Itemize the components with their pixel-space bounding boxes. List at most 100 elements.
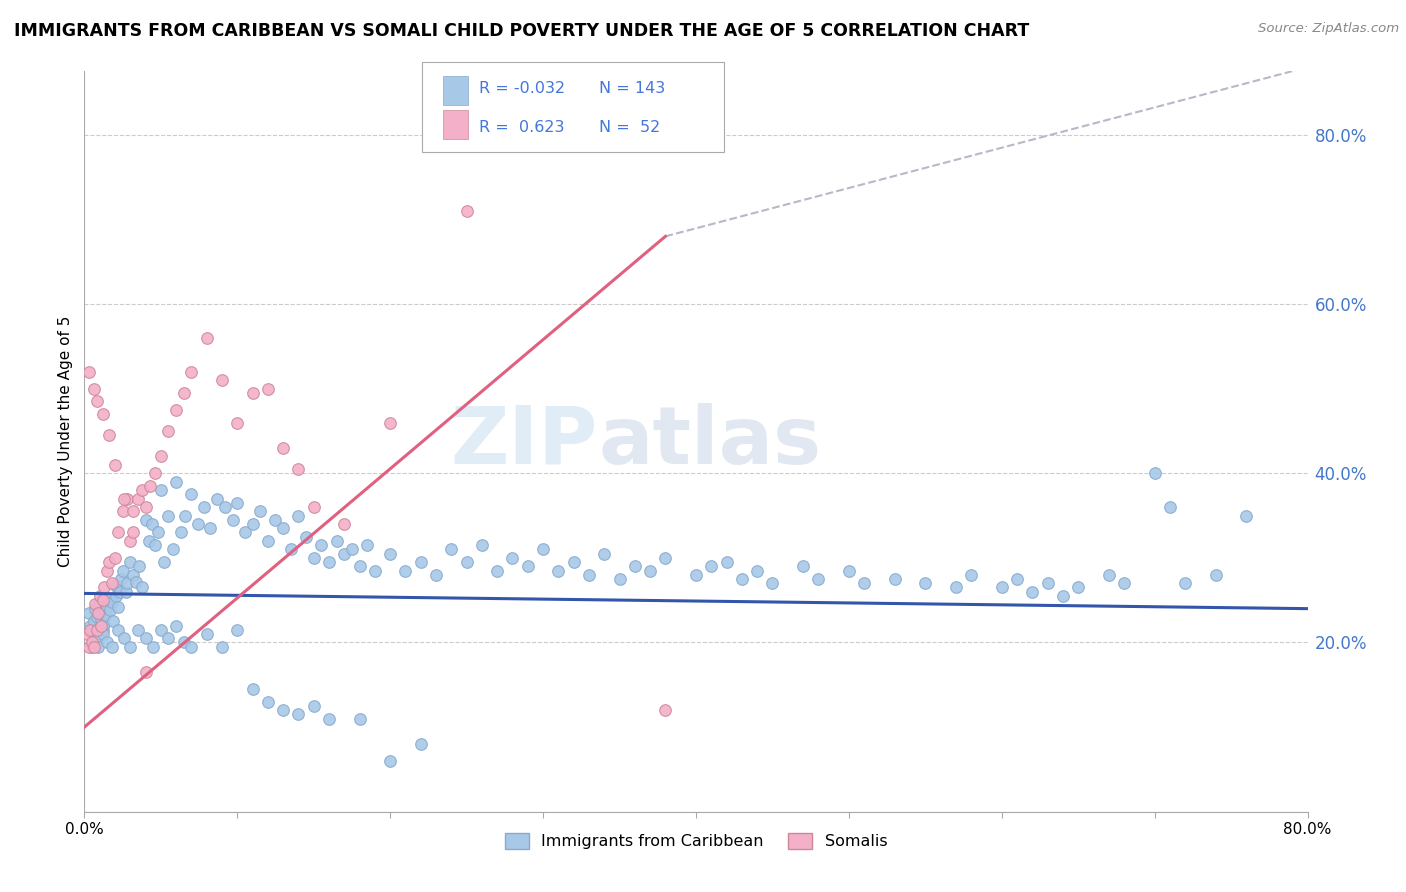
Point [180, 640, 202, 654]
Point [1114, 576, 1136, 591]
Point [122, 504, 145, 518]
Point [120, 640, 142, 654]
Point [186, 516, 208, 531]
Point [221, 513, 243, 527]
Point [111, 564, 134, 578]
Legend: Immigrants from Caribbean, Somalis: Immigrants from Caribbean, Somalis [498, 826, 894, 855]
Point [1143, 467, 1166, 481]
Point [226, 623, 249, 637]
Point [104, 550, 127, 565]
Point [716, 555, 738, 569]
Point [593, 547, 616, 561]
Point [364, 564, 387, 578]
Point [112, 632, 135, 646]
Point [409, 555, 432, 569]
Point [153, 555, 176, 569]
Point [90, 612, 112, 626]
Point [380, 754, 402, 768]
Point [90, 618, 112, 632]
Point [1067, 581, 1090, 595]
Point [104, 458, 127, 472]
Point [295, 530, 318, 544]
Point [157, 508, 180, 523]
Point [318, 555, 340, 569]
Point [792, 559, 814, 574]
Point [87, 640, 110, 654]
Point [77, 365, 100, 379]
Point [107, 623, 129, 637]
Point [318, 712, 340, 726]
Point [531, 542, 554, 557]
Point [83, 640, 105, 654]
Point [98, 603, 121, 617]
Point [86, 394, 108, 409]
Point [578, 567, 600, 582]
Point [853, 576, 876, 591]
Point [114, 584, 136, 599]
Point [883, 572, 905, 586]
Point [280, 542, 302, 557]
Point [516, 559, 538, 574]
Text: ZIP: ZIP [451, 402, 598, 481]
Point [731, 572, 754, 586]
Point [207, 491, 229, 506]
Point [195, 627, 218, 641]
Point [311, 538, 333, 552]
Point [242, 385, 264, 400]
Point [141, 516, 163, 531]
Point [131, 483, 153, 498]
Point [945, 581, 967, 595]
Point [1159, 500, 1181, 515]
Point [162, 542, 184, 557]
Point [700, 559, 723, 574]
Point [838, 564, 860, 578]
Point [131, 581, 153, 595]
Point [174, 508, 197, 523]
Point [135, 665, 157, 679]
Point [1174, 576, 1197, 591]
Point [84, 601, 107, 615]
Point [233, 525, 256, 540]
Point [211, 373, 233, 387]
Point [380, 547, 402, 561]
Point [91, 627, 114, 641]
Point [107, 525, 129, 540]
Point [654, 550, 676, 565]
Text: R =  0.623: R = 0.623 [479, 120, 565, 135]
Point [271, 521, 294, 535]
Point [93, 581, 115, 595]
Point [112, 491, 135, 506]
Point [165, 475, 187, 489]
Point [193, 500, 215, 515]
Point [302, 550, 325, 565]
Y-axis label: Child Poverty Under the Age of 5: Child Poverty Under the Age of 5 [58, 316, 73, 567]
Point [77, 640, 100, 654]
Point [685, 567, 707, 582]
Point [87, 598, 110, 612]
Point [173, 635, 195, 649]
Point [349, 559, 371, 574]
Point [115, 576, 138, 591]
Point [409, 737, 432, 751]
Point [94, 608, 117, 623]
Point [1021, 584, 1043, 599]
Point [638, 564, 661, 578]
Point [914, 576, 936, 591]
Point [135, 500, 157, 515]
Point [165, 618, 187, 632]
Point [257, 533, 280, 548]
Point [440, 542, 463, 557]
Point [211, 640, 233, 654]
Point [104, 578, 127, 592]
Point [349, 712, 371, 726]
Point [96, 635, 118, 649]
Point [302, 500, 325, 515]
Point [624, 559, 647, 574]
Point [146, 525, 169, 540]
Point [302, 698, 325, 713]
Point [105, 589, 128, 603]
Point [287, 508, 309, 523]
Text: Source: ZipAtlas.com: Source: ZipAtlas.com [1258, 22, 1399, 36]
Point [107, 599, 129, 614]
Point [157, 632, 180, 646]
